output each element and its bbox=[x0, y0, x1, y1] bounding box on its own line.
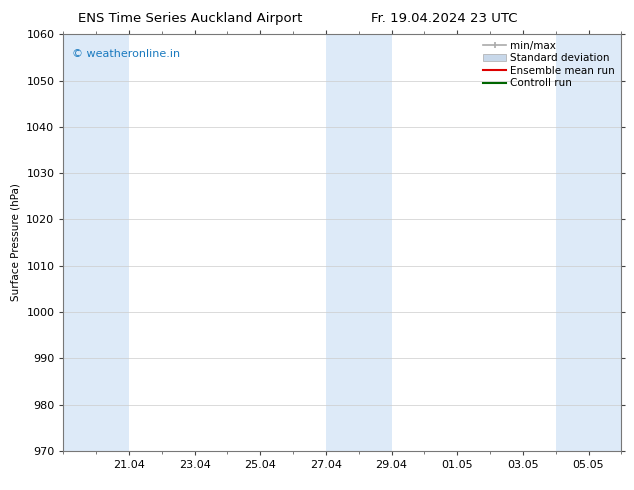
Bar bbox=[63, 34, 96, 451]
Text: Fr. 19.04.2024 23 UTC: Fr. 19.04.2024 23 UTC bbox=[370, 12, 517, 25]
Bar bbox=[555, 34, 588, 451]
Bar bbox=[96, 34, 129, 451]
Y-axis label: Surface Pressure (hPa): Surface Pressure (hPa) bbox=[11, 184, 21, 301]
Bar bbox=[359, 34, 392, 451]
Bar bbox=[326, 34, 359, 451]
Legend: min/max, Standard deviation, Ensemble mean run, Controll run: min/max, Standard deviation, Ensemble me… bbox=[480, 37, 618, 92]
Text: © weatheronline.in: © weatheronline.in bbox=[72, 49, 180, 59]
Text: ENS Time Series Auckland Airport: ENS Time Series Auckland Airport bbox=[78, 12, 302, 25]
Bar bbox=[588, 34, 621, 451]
